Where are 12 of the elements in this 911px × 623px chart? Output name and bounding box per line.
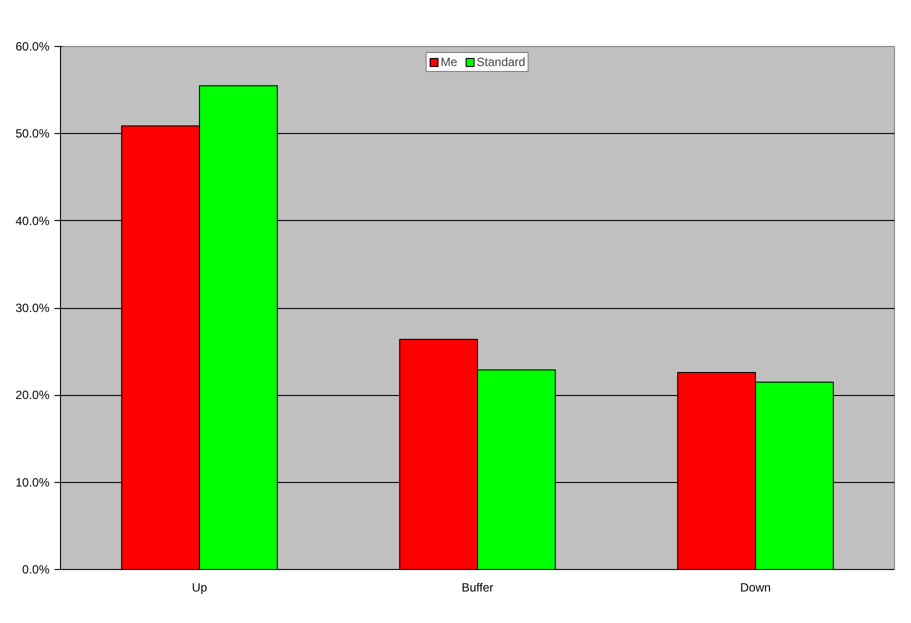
x-tick-label: Buffer	[462, 580, 494, 594]
y-tick-label: 60.0%	[15, 40, 50, 54]
x-tick-label: Up	[192, 580, 208, 594]
y-tick-label: 40.0%	[15, 214, 50, 228]
legend-label: Standard	[476, 55, 526, 69]
y-tick-label: 30.0%	[15, 301, 50, 315]
y-tick-label: 0.0%	[22, 562, 50, 576]
x-tick-label: Down	[740, 580, 771, 594]
legend-label: Me	[440, 55, 458, 69]
y-tick-label: 10.0%	[15, 475, 50, 490]
y-tick-label: 20.0%	[15, 388, 50, 402]
y-tick-label: 50.0%	[15, 126, 50, 141]
